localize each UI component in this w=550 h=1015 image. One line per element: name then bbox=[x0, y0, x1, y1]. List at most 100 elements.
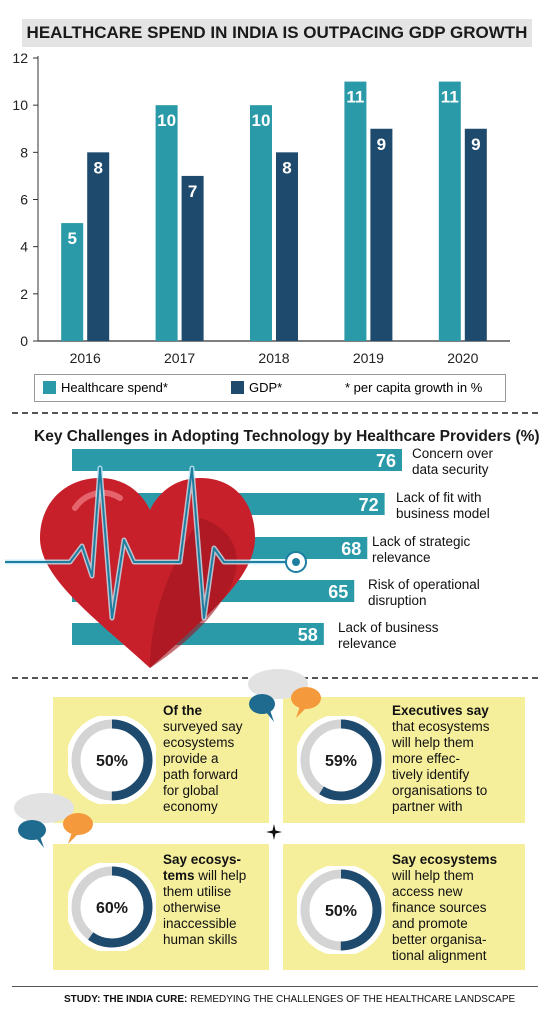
challenge-category-label: Concern over bbox=[412, 448, 494, 461]
percentage-donut: 50% bbox=[66, 714, 158, 806]
donut-percentage-label: 60% bbox=[96, 900, 128, 917]
card-text-line: better organisa- bbox=[392, 932, 497, 948]
card-text-line: economy bbox=[163, 799, 243, 815]
card-text-normal: organisations to bbox=[392, 783, 488, 798]
card-text-line: will help them bbox=[392, 868, 497, 884]
bar-value-label: 9 bbox=[471, 135, 480, 154]
bar-value-label: 8 bbox=[282, 158, 291, 177]
challenge-category-label: Lack of strategic bbox=[372, 534, 471, 549]
card-text-line: otherwise bbox=[163, 900, 246, 916]
x-tick-label: 2019 bbox=[353, 350, 384, 366]
challenge-bar bbox=[72, 449, 402, 471]
donut-fill bbox=[300, 869, 382, 951]
challenge-category-label: relevance bbox=[372, 550, 431, 565]
source-note: STUDY: THE INDIA CURE: REMEDYING THE CHA… bbox=[64, 994, 515, 1005]
bar-value-label: 11 bbox=[441, 88, 459, 107]
y-tick-label: 12 bbox=[12, 50, 28, 66]
card-text-bold: tems bbox=[163, 868, 195, 883]
card-text-normal: will help bbox=[194, 868, 247, 883]
y-tick-label: 4 bbox=[20, 239, 28, 255]
card-text-normal: tional alignment bbox=[392, 948, 487, 963]
card-text-normal: ecosystems bbox=[163, 735, 235, 750]
challenge-category-label: relevance bbox=[338, 636, 397, 651]
card-text-normal: economy bbox=[163, 799, 218, 814]
card-text-bold: Executives say bbox=[392, 703, 489, 718]
chart1-title-bar: HEALTHCARE SPEND IN INDIA IS OUTPACING G… bbox=[22, 19, 532, 47]
challenge-value-label: 72 bbox=[359, 495, 379, 515]
donut-percentage-label: 59% bbox=[325, 753, 357, 770]
bar-gdp bbox=[464, 128, 487, 341]
card-description: Say ecosystems will help them access new fi… bbox=[392, 852, 497, 964]
legend-label-gdp: GDP* bbox=[249, 380, 283, 395]
bar-value-label: 8 bbox=[93, 158, 102, 177]
x-tick-label: 2016 bbox=[70, 350, 101, 366]
card-text-line: path forward bbox=[163, 767, 243, 783]
y-tick-label: 2 bbox=[20, 286, 28, 302]
bar-value-label: 5 bbox=[67, 229, 76, 248]
donut-fill bbox=[71, 866, 153, 948]
bar-healthcare bbox=[344, 81, 367, 342]
x-tick-label: 2018 bbox=[258, 350, 289, 366]
challenge-category-label: business model bbox=[396, 506, 490, 521]
bar-gdp bbox=[87, 152, 110, 341]
bar-value-label: 9 bbox=[377, 135, 386, 154]
chart1-bar-chart: 0 2 4 6 8 10 12 5 8 2016 10 7 2017 10 8 2018 11 9 2019 11 9 2… bbox=[12, 50, 510, 366]
challenge-category-label: data security bbox=[412, 462, 489, 477]
bar-value-label: 7 bbox=[188, 182, 197, 201]
bar-gdp bbox=[370, 128, 393, 341]
challenge-value-label: 68 bbox=[341, 539, 361, 559]
bar-healthcare bbox=[250, 105, 272, 341]
source-rest: REMEDYING THE CHALLENGES OF THE HEALTHCA… bbox=[187, 994, 516, 1005]
card-text-normal: better organisa- bbox=[392, 932, 487, 947]
card-text-normal: more effec- bbox=[392, 751, 461, 766]
card-text-line: more effec- bbox=[392, 751, 490, 767]
card-text-line: surveyed say bbox=[163, 719, 243, 735]
heartbeat-line bbox=[5, 467, 288, 619]
card-text-normal: otherwise bbox=[163, 900, 221, 915]
donut-fill bbox=[71, 719, 153, 801]
card-text-line: Say ecosystems bbox=[392, 852, 497, 868]
bar-value-label: 10 bbox=[252, 111, 271, 130]
card-text-normal: partner with bbox=[392, 799, 463, 814]
challenge-value-label: 58 bbox=[298, 625, 318, 645]
bar-value-label: 10 bbox=[157, 111, 176, 130]
chart1-legend: Healthcare spend* GDP* * per capita grow… bbox=[34, 374, 506, 402]
speech-bubbles-icon bbox=[248, 669, 321, 722]
card-text-normal: access new bbox=[392, 884, 463, 899]
card-text-normal: inaccessible bbox=[163, 916, 237, 931]
card-text-normal: them utilise bbox=[163, 884, 232, 899]
card-text-line: ecosystems bbox=[163, 735, 243, 751]
bar-healthcare bbox=[61, 223, 84, 341]
card-text-line: provide a bbox=[163, 751, 243, 767]
card-text-line: Say ecosys- bbox=[163, 852, 246, 868]
card-text-line: Of the bbox=[163, 703, 243, 719]
divider-top bbox=[12, 412, 538, 414]
card-text-line: for global bbox=[163, 783, 243, 799]
card-description: Of the surveyed say ecosystems provide a pat… bbox=[163, 703, 243, 815]
bar-healthcare bbox=[438, 81, 461, 342]
card-text-normal: for global bbox=[163, 783, 219, 798]
card-description: Say ecosys-tems will help them utilise oth… bbox=[163, 852, 246, 948]
y-tick-label: 10 bbox=[12, 97, 28, 113]
card-text-line: that ecosystems bbox=[392, 719, 490, 735]
challenge-category-label: Lack of fit with bbox=[396, 490, 482, 505]
card-text-bold: Say ecosystems bbox=[392, 852, 498, 867]
card-text-line: partner with bbox=[392, 799, 490, 815]
card-text-normal: will help them bbox=[392, 735, 474, 750]
legend-note: * per capita growth in % bbox=[345, 380, 483, 395]
bar-healthcare bbox=[155, 105, 178, 341]
x-tick-label: 2020 bbox=[447, 350, 478, 366]
chart1-title: HEALTHCARE SPEND IN INDIA IS OUTPACING G… bbox=[26, 23, 528, 42]
card-text-line: Executives say bbox=[392, 703, 490, 719]
chart2-title: Key Challenges in Adopting Technology by… bbox=[34, 428, 540, 445]
card-text-normal: human skills bbox=[163, 932, 238, 947]
bar-value-label: 11 bbox=[346, 88, 364, 107]
y-tick-label: 0 bbox=[20, 333, 28, 349]
heartbeat-dot-core bbox=[292, 558, 300, 566]
card-description: Executives say that ecosystems will help t… bbox=[392, 703, 490, 815]
donut-percentage-label: 50% bbox=[96, 753, 128, 770]
donut-percentage-label: 50% bbox=[325, 903, 357, 920]
x-tick-label: 2017 bbox=[164, 350, 195, 366]
challenge-category-label: Lack of business bbox=[338, 620, 439, 635]
